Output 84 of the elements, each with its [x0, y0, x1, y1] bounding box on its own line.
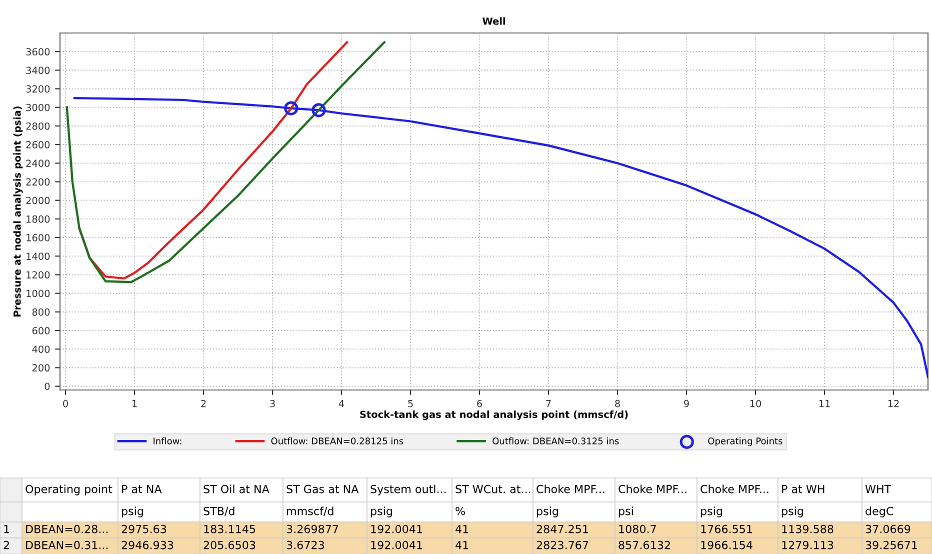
text: WHT	[865, 484, 892, 494]
legend-label: Inflow:	[154, 437, 182, 444]
y-tick-label: 800	[32, 308, 50, 316]
text: 2	[4, 540, 9, 550]
text: 1080.7	[619, 524, 656, 534]
text: 37.0669	[866, 524, 910, 534]
text: 192.0041	[371, 540, 422, 550]
text: 857.6132	[618, 540, 670, 550]
text: 1966.154	[701, 540, 752, 550]
y-tick-label: 2800	[26, 122, 50, 130]
text: DBEAN=0.31...	[26, 540, 108, 550]
text: 192.0041	[371, 524, 422, 534]
text: DBEAN=0.28...	[26, 524, 108, 534]
y-tick-label: 1600	[26, 234, 50, 242]
text: STB/d	[204, 506, 234, 516]
x-tick-label: 6	[477, 400, 482, 408]
text: 2946.933	[122, 540, 174, 550]
text: degC	[866, 506, 894, 518]
text: Choke MPF...	[536, 484, 604, 494]
text: 41	[456, 540, 468, 550]
text: System outl...	[370, 484, 446, 496]
x-tick-label: 4	[338, 400, 344, 408]
y-tick-label: 1400	[26, 252, 50, 260]
text: ST WCut. at...	[456, 484, 530, 494]
y-tick-label: 2200	[26, 178, 50, 186]
text: 3.6723	[286, 540, 324, 550]
text: Operating point	[26, 484, 112, 496]
text: Choke MPF...	[618, 484, 686, 494]
text: ST Oil at NA	[204, 484, 270, 494]
text: 2975.63	[122, 524, 166, 534]
text: 2823.767	[536, 540, 588, 550]
text: psig	[537, 506, 558, 518]
text: psig	[371, 506, 392, 518]
text: 1279.113	[782, 540, 834, 550]
legend-label: Outflow: DBEAN=0.3125 ins	[492, 437, 619, 444]
y-tick-label: 1000	[26, 290, 50, 298]
x-tick-label: 11	[819, 400, 830, 408]
y-axis-title: Pressure at nodal analysis point (psia)	[13, 106, 23, 316]
x-tick-label: 7	[546, 400, 551, 408]
text: ST Gas at NA	[286, 484, 359, 494]
y-tick-label: 3400	[26, 66, 50, 74]
y-tick-label: 200	[32, 364, 50, 372]
x-tick-label: 3	[270, 400, 275, 408]
text: psig	[122, 506, 143, 518]
x-tick-label: 8	[615, 400, 620, 408]
text: psig	[782, 506, 803, 518]
x-axis-title: Stock-tank gas at nodal analysis point (mmscf/d)	[360, 410, 628, 420]
y-tick-label: 0	[44, 382, 50, 390]
x-tick-label: 2	[201, 400, 206, 408]
legend-label: Operating Points	[708, 437, 782, 446]
text: 1139.588	[782, 524, 834, 534]
text: psig	[701, 506, 722, 518]
y-tick-label: 3200	[26, 85, 50, 93]
text: 1766.551	[701, 524, 752, 534]
y-tick-label: 400	[32, 346, 50, 353]
text: Choke MPF...	[700, 484, 768, 494]
chart-title: Well	[482, 17, 505, 25]
text: %	[456, 506, 465, 516]
x-tick-label: 12	[888, 400, 899, 408]
text: 1	[4, 524, 10, 534]
text: 39.25671	[866, 540, 917, 550]
text: mmscf/d	[287, 506, 334, 516]
text: psi	[619, 506, 633, 518]
x-tick-label: 9	[684, 400, 689, 408]
y-tick-label: 1800	[26, 215, 50, 223]
y-tick-label: 3600	[26, 48, 50, 56]
text: P at WH	[782, 484, 824, 494]
text: 2847.251	[536, 524, 588, 534]
text: 41	[456, 524, 468, 534]
legend-label: Outflow: DBEAN=0.28125 ins	[271, 437, 404, 444]
y-tick-label: 1200	[26, 271, 50, 279]
y-tick-label: 3000	[26, 104, 50, 112]
text: 183.1145	[204, 524, 256, 534]
x-tick-label: 1	[132, 400, 137, 408]
text: 205.6503	[204, 540, 256, 550]
x-tick-label: 5	[408, 400, 413, 408]
x-tick-label: 0	[63, 400, 68, 408]
x-tick-label: 10	[750, 400, 762, 408]
text: P at NA	[122, 484, 162, 494]
text: 3.269877	[286, 524, 338, 534]
y-tick-label: 600	[32, 326, 50, 334]
y-tick-label: 2400	[26, 160, 50, 167]
y-tick-label: 2600	[26, 141, 50, 148]
y-tick-label: 2000	[26, 196, 50, 204]
